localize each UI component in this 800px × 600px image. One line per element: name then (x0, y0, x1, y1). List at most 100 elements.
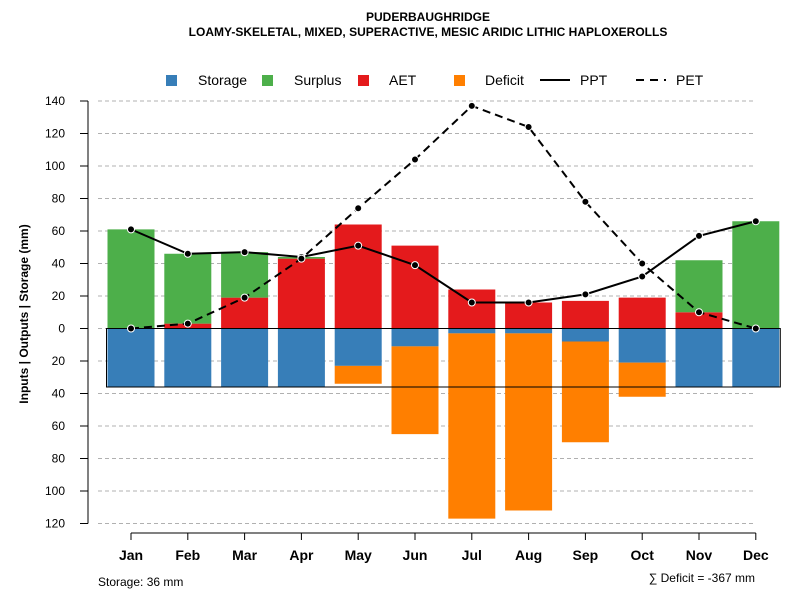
point-pet-sep (581, 197, 590, 206)
bar-storage-nov (675, 328, 723, 387)
x-tick-label-oct: Oct (631, 547, 655, 563)
bar-deficit-oct (618, 362, 666, 397)
bar-surplus-dec (732, 221, 780, 329)
storage-capacity-outline (106, 328, 781, 388)
legend-swatch-surplus (262, 75, 273, 86)
bar-aet-jul (448, 289, 496, 329)
bar-aet-aug (505, 302, 553, 329)
legend-label-deficit: Deficit (485, 72, 524, 88)
point-ppt-feb (183, 249, 192, 258)
series-line-ppt (130, 220, 757, 304)
y-tick-label: 60 (52, 419, 66, 433)
point-ppt-dec (751, 217, 760, 226)
bar-aet-apr (277, 258, 325, 329)
legend-swatch-storage (166, 75, 177, 86)
y-tick-label: 80 (52, 192, 66, 206)
axes: 140 120 100 80 60 40 20 0 20 40 60 80 100 120 Jan Feb Ma… (45, 94, 769, 563)
bar-surplus-nov (675, 260, 723, 313)
bar-storage-mar (221, 328, 269, 387)
x-tick-label-sep: Sep (573, 547, 599, 563)
x-tick-label-mar: Mar (232, 547, 257, 563)
bar-aet-may (334, 224, 382, 329)
x-tick-label-jul: Jul (462, 547, 482, 563)
point-pet-may (354, 204, 363, 213)
y-tick-label: 20 (52, 354, 66, 368)
y-tick-label: 80 (52, 452, 66, 466)
y-tick-label: 0 (58, 322, 65, 336)
point-pet-feb (183, 319, 192, 328)
y-axis-label: Inputs | Outputs | Storage (mm) (17, 224, 31, 403)
point-pet-jun (411, 155, 419, 164)
legend-label-ppt: PPT (580, 72, 608, 88)
y-tick-label: 140 (45, 94, 65, 108)
point-ppt-may (354, 241, 363, 250)
bar-aet-oct (618, 297, 666, 329)
legend-swatch-aet (358, 75, 369, 86)
bar-surplus-feb (164, 253, 212, 324)
chart-subtitle: LOAMY-SKELETAL, MIXED, SUPERACTIVE, MESI… (189, 25, 668, 39)
point-pet-jan (127, 324, 135, 333)
y-tick-label: 120 (45, 127, 65, 141)
y-tick-label: 20 (52, 289, 66, 303)
bar-storage-jun (391, 328, 439, 347)
bar-surplus-jan (107, 229, 155, 329)
bars (106, 221, 781, 519)
deficit-footnote: ∑ Deficit = -367 mm (649, 571, 755, 585)
point-pet-dec (751, 324, 760, 333)
bar-storage-dec (732, 328, 780, 387)
point-ppt-sep (581, 290, 590, 299)
bar-storage-jul (448, 328, 496, 334)
point-pet-oct (638, 259, 647, 268)
y-tick-label: 100 (45, 159, 65, 173)
legend-label-storage: Storage (198, 72, 247, 88)
legend-label-surplus: Surplus (294, 72, 341, 88)
x-tick-label-feb: Feb (175, 547, 200, 563)
y-tick-label: 40 (52, 387, 66, 401)
series-line-pet (130, 104, 757, 330)
legend-label-aet: AET (389, 72, 417, 88)
bar-surplus-mar (221, 252, 269, 298)
bar-storage-may (334, 328, 382, 366)
bar-deficit-may (334, 365, 382, 384)
bar-storage-oct (618, 328, 666, 363)
bar-deficit-aug (505, 333, 553, 511)
chart-title: PUDERBAUGHRIDGE (366, 10, 490, 24)
legend: Storage Surplus AET Deficit PPT PET (166, 72, 704, 88)
point-ppt-oct (638, 272, 647, 281)
x-tick-label-may: May (345, 547, 372, 563)
x-tick-label-dec: Dec (743, 547, 769, 563)
point-pet-nov (695, 308, 703, 317)
bar-deficit-sep (561, 341, 609, 443)
legend-label-pet: PET (676, 72, 704, 88)
point-pet-aug (524, 123, 533, 131)
storage-footnote: Storage: 36 mm (98, 575, 183, 589)
y-tick-label: 120 (45, 517, 65, 531)
bar-storage-aug (505, 328, 553, 334)
bar-storage-sep (561, 328, 609, 342)
point-ppt-jul (467, 298, 476, 307)
point-pet-apr (297, 254, 306, 263)
x-tick-label-apr: Apr (289, 547, 314, 563)
bar-storage-apr (277, 328, 325, 387)
bar-storage-feb (164, 328, 212, 387)
bar-deficit-jul (448, 333, 496, 519)
y-tick-label: 60 (52, 224, 66, 238)
bar-aet-sep (561, 300, 609, 329)
x-tick-label-jan: Jan (119, 547, 143, 563)
y-tick-label: 100 (45, 484, 65, 498)
series-lines (127, 101, 760, 333)
point-pet-jul (467, 101, 476, 110)
x-tick-label-aug: Aug (515, 547, 542, 563)
bar-aet-mar (221, 297, 269, 329)
point-ppt-mar (240, 248, 249, 257)
point-ppt-nov (695, 231, 703, 240)
bar-storage-jan (107, 328, 155, 387)
y-tick-label: 40 (52, 257, 66, 271)
x-tick-label-jun: Jun (403, 547, 428, 563)
bar-deficit-jun (391, 346, 439, 435)
point-ppt-jan (127, 225, 135, 234)
x-tick-label-nov: Nov (686, 547, 713, 563)
legend-swatch-deficit (454, 75, 465, 86)
point-ppt-aug (524, 298, 533, 307)
